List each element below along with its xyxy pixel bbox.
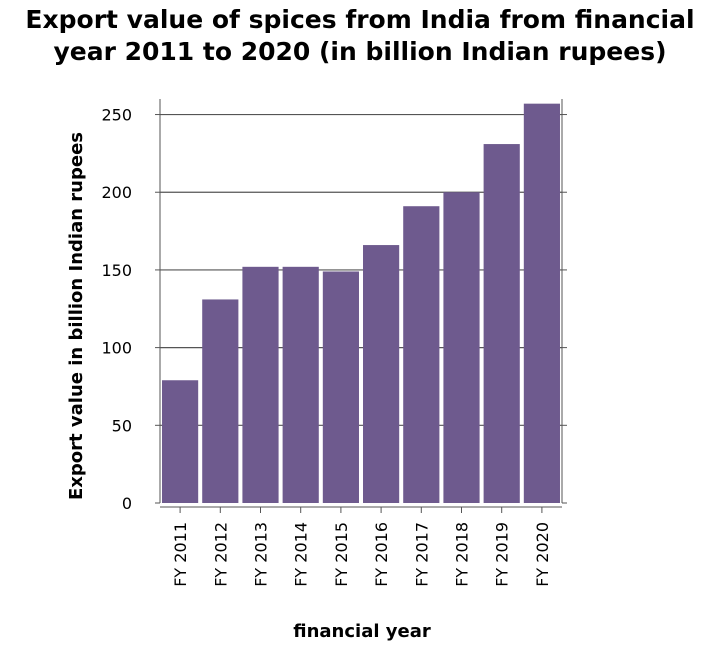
x-tick-label: FY 2015 <box>332 522 351 587</box>
bar <box>242 266 279 503</box>
x-tick-label: FY 2017 <box>412 522 431 587</box>
bar <box>282 266 319 503</box>
bar <box>202 299 239 503</box>
x-tick-label: FY 2014 <box>292 522 311 587</box>
x-tick-label: FY 2018 <box>453 522 472 587</box>
x-tick-label: FY 2019 <box>493 522 512 587</box>
bar <box>322 271 359 503</box>
axes <box>159 99 563 508</box>
x-tick-label: FY 2013 <box>252 522 271 587</box>
x-axis-ticks: FY 2011 FY 2012 FY 2013 FY 2014 FY 2015 FY 20… <box>171 507 552 587</box>
y-tick-label: 0 <box>122 494 132 513</box>
bar <box>483 144 520 504</box>
x-axis-label: financial year <box>293 621 431 642</box>
chart-title: Export value of spices from India from f… <box>0 4 720 68</box>
bar <box>523 103 560 504</box>
y-tick-label: 150 <box>101 261 132 280</box>
y-tick-label: 100 <box>101 339 132 358</box>
y-tick-label: 50 <box>112 416 132 435</box>
y-tick-label: 200 <box>101 183 132 202</box>
y-axis-ticks: 0 50 100 150 200 250 <box>101 106 567 513</box>
bar <box>443 192 480 503</box>
x-tick-label: FY 2011 <box>171 522 190 587</box>
y-axis-label: Export value in billion Indian rupees <box>66 132 87 500</box>
bars <box>162 103 560 504</box>
bar <box>162 380 199 503</box>
chart-title-line-2: year 2011 to 2020 (in billion Indian rup… <box>53 37 667 66</box>
x-tick-label: FY 2016 <box>372 522 391 587</box>
x-tick-label: FY 2020 <box>533 522 552 587</box>
bar <box>363 245 400 504</box>
y-tick-label: 250 <box>101 106 132 125</box>
bar <box>403 206 440 503</box>
chart-title-line-1: Export value of spices from India from f… <box>25 5 695 34</box>
x-tick-label: FY 2012 <box>211 522 230 587</box>
